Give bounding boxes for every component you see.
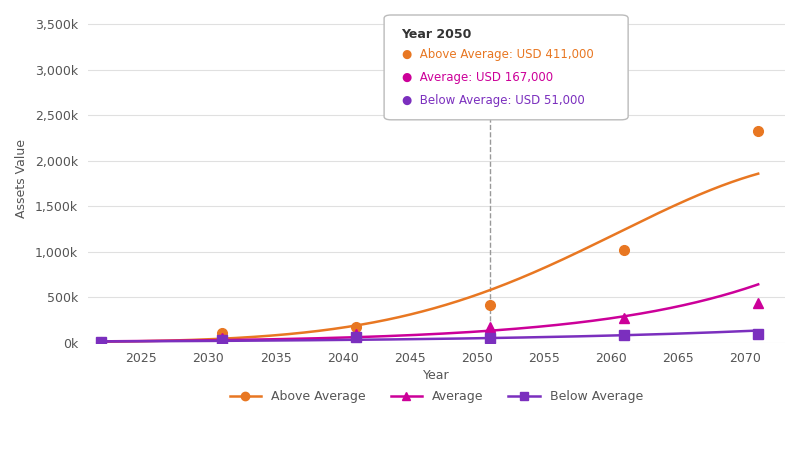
Text: Year 2050: Year 2050: [402, 28, 472, 41]
Text: ●  Above Average: USD 411,000: ● Above Average: USD 411,000: [402, 48, 594, 61]
Text: ●  Average: USD 167,000: ● Average: USD 167,000: [402, 71, 553, 84]
X-axis label: Year: Year: [423, 369, 450, 382]
Y-axis label: Assets Value: Assets Value: [15, 139, 28, 218]
Legend: Above Average, Average, Below Average: Above Average, Average, Below Average: [225, 385, 648, 408]
Text: ●  Below Average: USD 51,000: ● Below Average: USD 51,000: [402, 94, 584, 107]
FancyBboxPatch shape: [384, 15, 628, 120]
